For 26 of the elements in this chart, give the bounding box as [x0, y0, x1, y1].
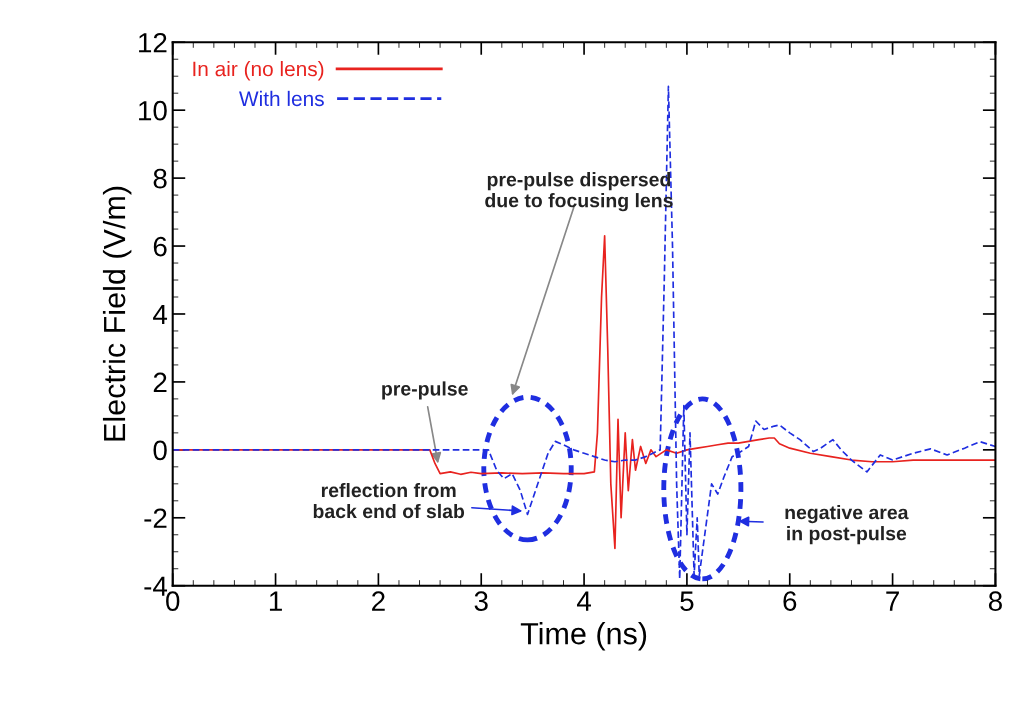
x-tick-label: 3 [474, 591, 488, 611]
x-tick-label: 8 [988, 591, 1002, 611]
x-tick-label: 1 [269, 591, 282, 611]
annotation: negative area in post-pulse [785, 505, 909, 545]
y-tick-label: -2 [144, 508, 167, 528]
x-tick-label: 7 [886, 591, 899, 611]
y-tick-label: 8 [153, 168, 167, 189]
annotation: pre-pulse [382, 381, 468, 400]
y-axis-title: Electric Field (V/m) [102, 186, 132, 441]
text: In air (no lens) [193, 60, 324, 81]
text: With lens [239, 90, 324, 107]
x-axis-title: Time (ns) [520, 622, 647, 651]
y-tick-label: 12 [139, 32, 167, 53]
y-tick-label: 10 [139, 100, 167, 121]
y-tick-label: 6 [153, 236, 167, 257]
annotation: pre-pulse dispersed due to focusing lens [485, 172, 673, 212]
line-series [172, 85, 996, 580]
y-tick-label: 4 [153, 304, 168, 325]
x-tick-label: 5 [680, 591, 694, 611]
y-tick-label: -4 [144, 576, 168, 596]
y-tick-label: 0 [153, 440, 167, 461]
x-tick-label: 6 [783, 591, 797, 611]
annotation: reflection from back end of slab [313, 482, 465, 519]
y-tick-label: 2 [153, 372, 167, 392]
x-tick-label: 4 [576, 591, 591, 611]
x-tick-label: 2 [372, 591, 385, 611]
